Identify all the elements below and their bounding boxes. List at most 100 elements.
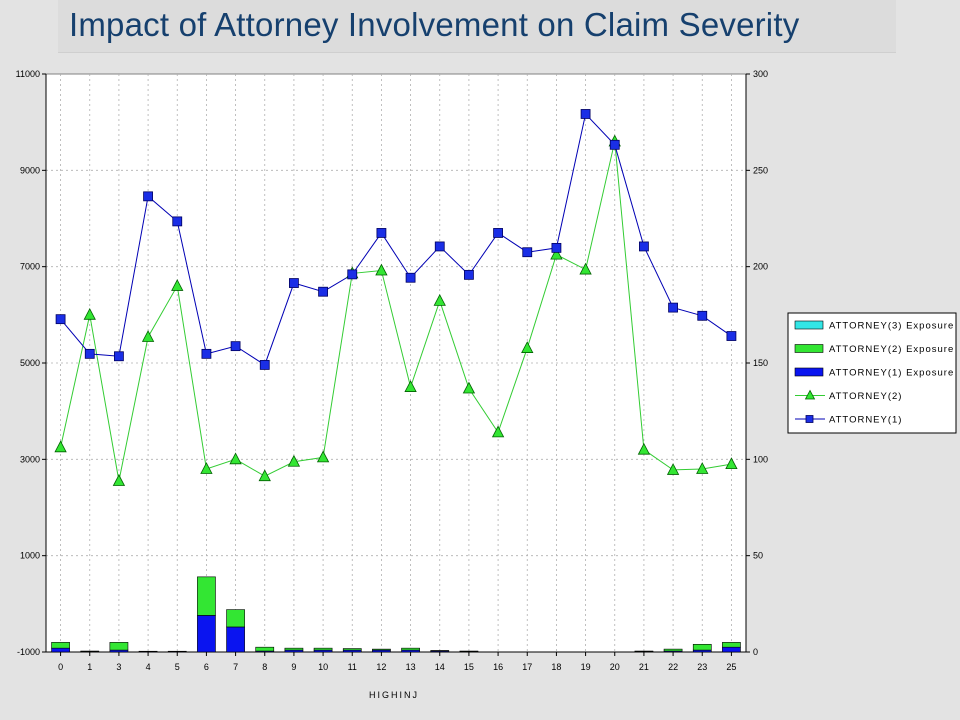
bar-attorney-2-exposure: [663, 648, 683, 652]
line-attorney-2-: [60, 141, 732, 482]
x-tick-label: 14: [435, 662, 445, 672]
point-square-marker: [143, 191, 153, 202]
bar-attorney-2-exposure: [167, 650, 187, 653]
point-square-marker: [434, 241, 445, 252]
bar-attorney-2-exposure: [51, 642, 70, 649]
point-triangle-marker: [521, 341, 534, 353]
x-tick-label: 7: [233, 662, 238, 672]
bar-attorney-2-exposure: [226, 609, 245, 628]
y-left-tick-label: 5000: [20, 358, 40, 368]
bar-attorney-2-exposure: [313, 647, 333, 651]
bar-attorney-1-exposure: [722, 646, 741, 653]
point-triangle-marker: [404, 380, 417, 392]
y-right-tick-label: 50: [753, 551, 763, 561]
y-right-tick-label: 0: [753, 647, 758, 657]
point-triangle-marker: [229, 452, 242, 465]
title-bar: Impact of Attorney Involvement on Claim …: [58, 0, 896, 52]
x-tick-label: 16: [493, 662, 503, 672]
point-triangle-marker: [141, 330, 155, 342]
x-tick-label: 5: [175, 662, 180, 672]
point-triangle-marker: [258, 469, 271, 482]
point-triangle-marker: [375, 263, 388, 276]
bar-attorney-2-exposure: [138, 650, 158, 653]
point-triangle-marker: [433, 294, 446, 306]
x-tick-label: 1: [87, 662, 92, 672]
chart-title: Impact of Attorney Involvement on Claim …: [69, 6, 800, 43]
point-square-marker: [405, 272, 416, 283]
y-left-tick-label: 3000: [20, 454, 40, 464]
legend-swatch: [794, 320, 824, 330]
bar-attorney-2-exposure: [372, 648, 391, 651]
x-tick-label: 3: [116, 662, 121, 672]
x-tick-label: 18: [551, 662, 561, 672]
legend-marker-triangle: [804, 389, 816, 400]
point-square-marker: [668, 302, 678, 313]
point-triangle-marker: [579, 262, 592, 275]
point-triangle-marker: [316, 450, 330, 463]
point-square-marker: [522, 247, 533, 258]
bar-attorney-2-exposure: [342, 648, 362, 651]
x-axis-title: HIGHINJ: [369, 690, 419, 700]
point-square-marker: [580, 109, 591, 119]
bar-attorney-2-exposure: [80, 650, 100, 652]
y-right-tick-label: 150: [753, 358, 768, 368]
y-left-tick-label: 9000: [20, 165, 40, 175]
bar-attorney-2-exposure: [401, 647, 420, 651]
x-tick-label: 0: [58, 662, 63, 672]
point-triangle-marker: [200, 462, 213, 474]
legend-marker-square: [805, 415, 814, 423]
x-tick-label: 15: [464, 662, 474, 672]
point-triangle-marker: [725, 457, 738, 470]
x-tick-label: 20: [610, 662, 620, 672]
point-square-marker: [609, 139, 620, 150]
bar-attorney-1-exposure: [197, 615, 216, 653]
point-triangle-marker: [666, 463, 680, 475]
y-left-tick-label: 1000: [20, 551, 40, 561]
bar-attorney-2-exposure: [109, 642, 129, 651]
point-square-marker: [551, 242, 562, 253]
point-square-marker: [347, 269, 358, 280]
y-left-tick-label: 11000: [16, 69, 40, 79]
bar-attorney-1-exposure: [226, 626, 245, 653]
bar-attorney-2-exposure: [634, 650, 654, 652]
bar-attorney-2-exposure: [692, 643, 712, 651]
y-right-tick-label: 250: [753, 165, 768, 175]
y-right-tick-label: 200: [753, 262, 768, 272]
legend-swatch: [794, 344, 824, 353]
x-tick-label: 21: [639, 662, 649, 672]
point-triangle-marker: [287, 454, 301, 467]
x-tick-label: 6: [204, 662, 209, 672]
x-tick-label: 25: [726, 662, 736, 672]
point-triangle-marker: [83, 307, 96, 320]
legend-label: ATTORNEY(2): [829, 391, 902, 402]
point-triangle-marker: [54, 440, 67, 453]
point-square-marker: [493, 228, 503, 238]
point-triangle-marker: [491, 425, 505, 438]
x-tick-label: 19: [581, 662, 591, 672]
point-square-marker: [464, 269, 474, 280]
point-triangle-marker: [550, 247, 563, 260]
legend-label: ATTORNEY(1): [829, 415, 902, 426]
point-square-marker: [172, 216, 183, 227]
y-right-tick-label: 100: [753, 454, 768, 464]
y-left-tick-label: -1000: [17, 647, 40, 657]
x-tick-label: 4: [146, 662, 151, 672]
point-square-marker: [697, 310, 708, 321]
point-square-marker: [84, 348, 95, 359]
legend-label: ATTORNEY(1) Exposure: [829, 368, 954, 379]
point-square-marker: [55, 314, 66, 325]
point-square-marker: [726, 331, 737, 341]
legend-label: ATTORNEY(3) Exposure: [829, 321, 954, 332]
x-tick-label: 12: [376, 662, 386, 672]
x-tick-label: 9: [291, 662, 296, 672]
bar-attorney-2-exposure: [459, 650, 479, 652]
legend: ATTORNEY(3) Exposure ATTORNEY(2) Exposure…: [787, 312, 957, 434]
bar-attorney-2-exposure: [722, 642, 741, 648]
bar-attorney-2-exposure: [284, 647, 304, 651]
point-triangle-marker: [637, 442, 651, 455]
legend-label: ATTORNEY(2) Exposure: [829, 344, 954, 355]
x-tick-label: 11: [348, 662, 357, 672]
point-square-marker: [376, 228, 387, 238]
bar-attorney-2-exposure: [430, 650, 450, 652]
